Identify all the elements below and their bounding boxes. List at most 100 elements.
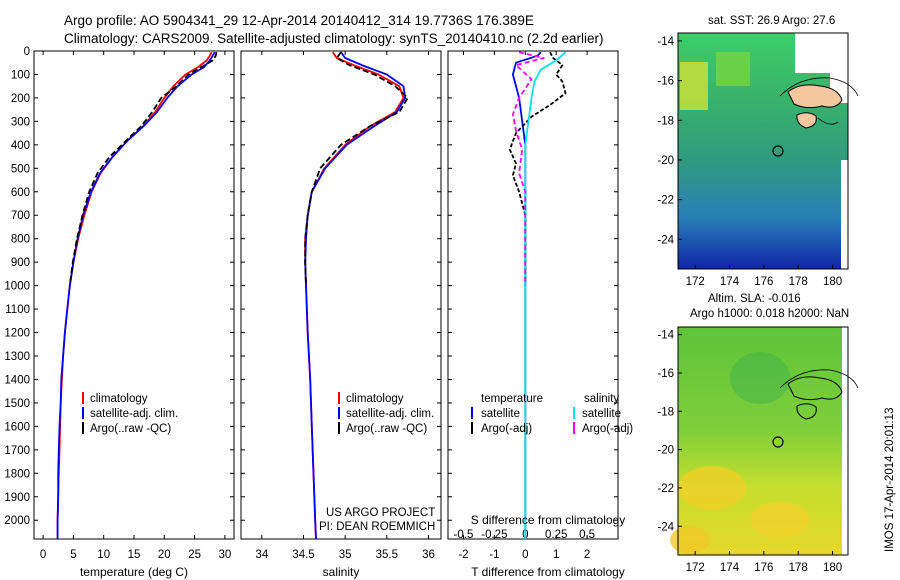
depth-tick-label: 300 [11, 116, 30, 128]
lat-tick-label: -18 [657, 406, 674, 418]
depth-tick-label: 1300 [4, 351, 30, 363]
temperature-lines [56, 51, 218, 539]
x-tick-label: 30 [219, 549, 232, 561]
project-footnote: US ARGO PROJECT [326, 507, 435, 519]
legend-argo-label: Argo(..raw -QC) [90, 423, 171, 435]
island-outline [796, 112, 817, 129]
depth-tick-label: 1900 [4, 492, 30, 504]
lon-tick-label: 178 [789, 276, 808, 288]
sst-warm-patch [680, 62, 708, 110]
island-outline [787, 84, 843, 109]
lon-tick-label: 174 [720, 276, 740, 288]
x-tick-label: 0 [522, 549, 528, 561]
sla-map-frame [677, 326, 849, 556]
legend-argo-label: Argo(..raw -QC) [346, 423, 427, 435]
lon-tick-label: 172 [686, 276, 705, 288]
argo-position-marker [772, 436, 784, 448]
depth-tick-label: 0 [24, 46, 30, 58]
depth-tick-label: 700 [11, 210, 30, 222]
series-line-s-argo-adj [512, 51, 545, 286]
lon-tick-label: 178 [789, 562, 808, 574]
sla-map-title-1: Altim. SLA: -0.016 [708, 293, 801, 305]
s-difference-xlabel: S difference from climatology [471, 513, 626, 527]
depth-tick-label: 1800 [4, 468, 30, 480]
depth-tick-label: 900 [11, 257, 30, 269]
t-difference-x-axis: -2 -1 0 1 2 [458, 51, 590, 561]
depth-tick-label: 1100 [5, 304, 30, 316]
legend-climatology-label: climatology [346, 393, 404, 405]
t-difference-xlabel: T difference from climatology [471, 565, 625, 579]
reef-contour [779, 369, 859, 389]
sla-map: -14 -16 -18 -20 -22 -24 172 174 176 178 180 [657, 326, 859, 574]
depth-tick-label: 2000 [4, 515, 30, 527]
sst-map-title: sat. SST: 26.9 Argo: 27.6 [708, 15, 835, 27]
series-line-argo-raw-qc [304, 51, 409, 286]
legend-sal-argo-label: Argo(-adj) [582, 423, 633, 435]
reef-contour [779, 77, 859, 125]
series-line-argo-raw-qc [68, 52, 218, 286]
depth-tick-label: 1500 [4, 398, 30, 410]
s-tick-label: -0.25 [481, 529, 507, 541]
s-tick-label: 0.5 [579, 529, 595, 541]
x-tick-label: 20 [158, 549, 171, 561]
lat-tick-label: -20 [657, 155, 674, 167]
x-tick-label: -2 [458, 549, 468, 561]
lat-tick-label: -16 [657, 368, 674, 380]
x-tick-label: 1 [553, 549, 559, 561]
s-tick-label: -0.5 [454, 529, 474, 541]
x-tick-label: 34.5 [292, 549, 314, 561]
lon-tick-label: 174 [720, 562, 740, 574]
pi-footnote: PI: DEAN ROEMMICH [319, 521, 435, 533]
series-line-t-satellite [512, 51, 542, 539]
x-tick-label: 35 [339, 549, 352, 561]
sst-no-data [841, 160, 848, 269]
legend-salinity-title: salinity [584, 393, 619, 405]
lat-tick-label: -24 [657, 234, 674, 246]
island-outline [787, 376, 843, 401]
depth-tick-label: 1600 [4, 421, 30, 433]
salinity-legend: climatology satellite-adj. clim. Argo(..… [338, 392, 434, 435]
depth-tick-label: 500 [11, 163, 30, 175]
series-line-climatology [304, 51, 405, 539]
lat-tick-label: -14 [657, 330, 674, 342]
series-line-satellite-adj-clim [56, 51, 216, 539]
x-tick-label: 2 [584, 549, 590, 561]
depth-tick-label: 800 [11, 234, 30, 246]
island-outline [796, 403, 817, 420]
sla-map-title-2: Argo h1000: 0.018 h2000: NaN [690, 308, 849, 320]
x-tick-label: 35.5 [376, 549, 398, 561]
lat-tick-label: -14 [657, 36, 674, 48]
temperature-x-axis: 0 5 10 15 20 25 30 [40, 51, 231, 561]
lon-tick-label: 180 [823, 276, 842, 288]
series-line-satellite-adj-clim [304, 51, 407, 539]
depth-tick-label: 100 [11, 69, 30, 81]
x-tick-label: -1 [489, 549, 499, 561]
x-tick-label: 15 [128, 549, 141, 561]
depth-tick-label: 600 [11, 187, 30, 199]
lon-tick-label: 172 [686, 562, 705, 574]
s-tick-label: 0.25 [545, 529, 567, 541]
legend-sal-satellite-label: satellite [582, 408, 621, 420]
lat-tick-label: -16 [657, 76, 674, 88]
salinity-xlabel: salinity [323, 565, 360, 579]
lat-tick-label: -20 [657, 445, 674, 457]
depth-tick-label: 400 [11, 140, 30, 152]
legend-climatology-label: climatology [90, 393, 148, 405]
difference-lines [508, 51, 567, 539]
header-line2: Climatology: CARS2009. Satellite-adjuste… [64, 31, 604, 46]
sst-map-frame [677, 32, 849, 270]
header-line1: Argo profile: AO 5904341_29 12-Apr-2014 … [64, 13, 534, 28]
argo-position-marker [772, 145, 784, 157]
sst-warm-patch [716, 52, 750, 86]
depth-tick-label: 1000 [4, 281, 30, 293]
temperature-panel-frame [33, 50, 235, 540]
x-tick-label: 10 [97, 549, 110, 561]
lat-tick-label: -24 [657, 521, 674, 533]
sla-map-axes: -14 -16 -18 -20 -22 -24 172 174 176 178 180 [657, 330, 842, 574]
lat-tick-label: -22 [657, 195, 674, 207]
x-tick-label: 36 [422, 549, 435, 561]
series-line-t-argo-adj [508, 51, 567, 286]
sla-low-patch [730, 352, 790, 404]
salinity-lines [304, 51, 409, 539]
sst-no-data [795, 33, 848, 73]
